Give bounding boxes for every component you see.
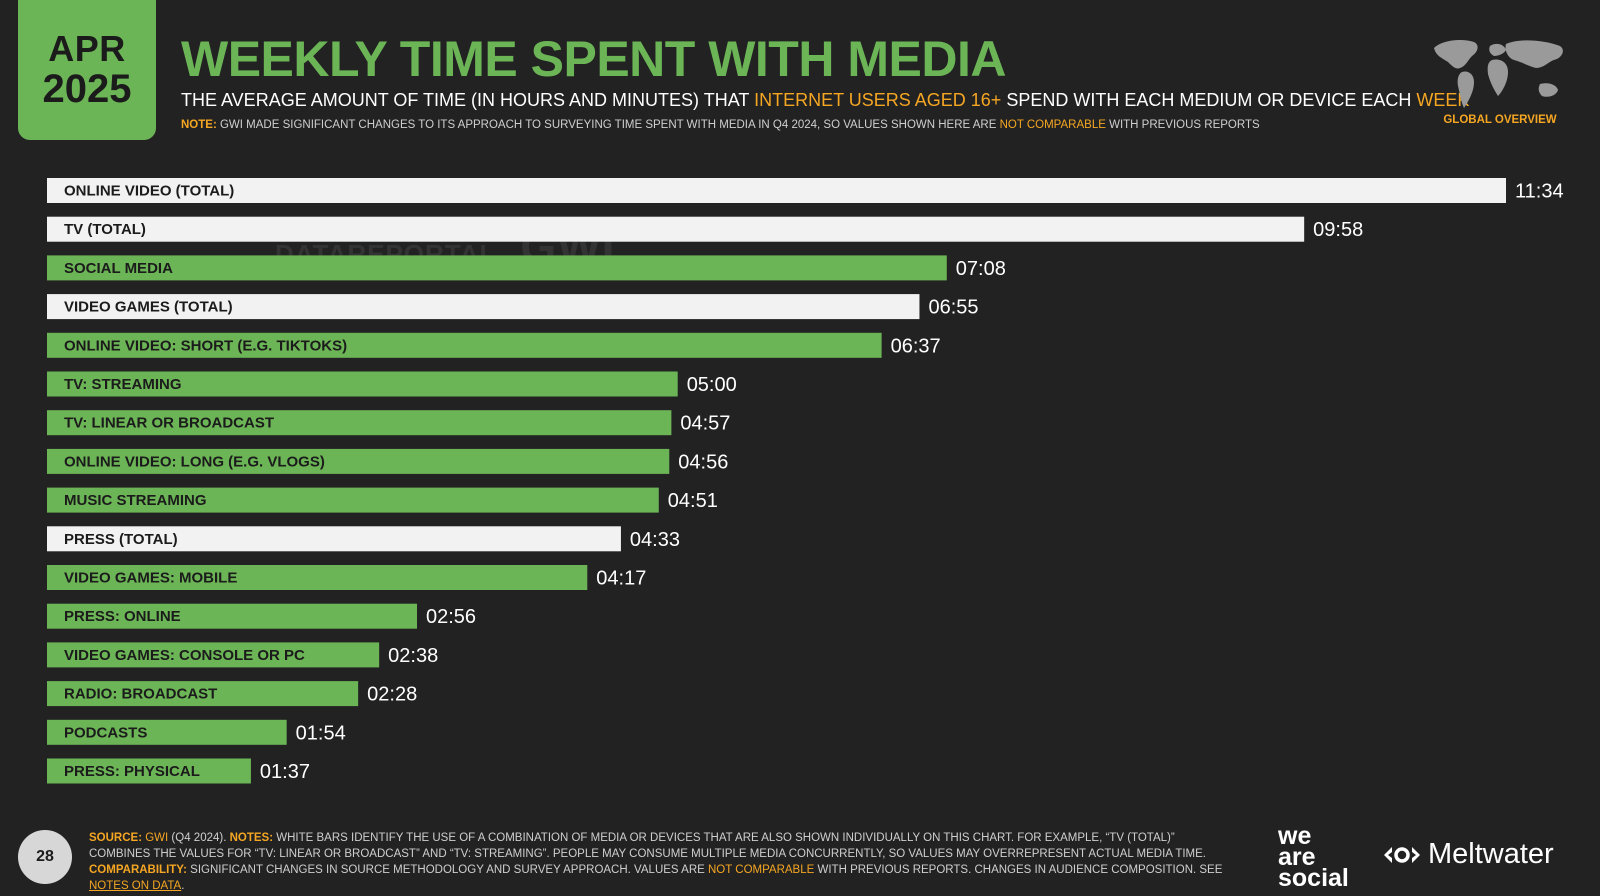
subtitle-mid: SPEND WITH EACH MEDIUM OR DEVICE EACH — [1001, 90, 1417, 110]
bar-value-label: 02:56 — [426, 606, 476, 628]
comparability-highlight: NOT COMPARABLE — [708, 864, 815, 876]
date-month: APR — [48, 28, 126, 69]
bar-value-label: 04:56 — [678, 451, 728, 473]
source-rest: (Q4 2024). — [168, 832, 230, 844]
note-pre: GWI MADE SIGNIFICANT CHANGES TO ITS APPR… — [216, 119, 1000, 131]
bar-category-label: MUSIC STREAMING — [64, 492, 207, 509]
bar-category-label: TV: STREAMING — [64, 376, 182, 393]
page-subtitle: THE AVERAGE AMOUNT OF TIME (IN HOURS AND… — [181, 90, 1469, 111]
bar-category-label: ONLINE VIDEO: SHORT (E.G. TIKTOKS) — [64, 337, 347, 354]
notes-label: NOTES: — [229, 832, 274, 844]
date-year: 2025 — [42, 67, 132, 111]
bar-value-label: 01:37 — [260, 761, 310, 783]
bar-value-label: 04:17 — [596, 568, 646, 590]
bar-value-label: 04:33 — [630, 529, 680, 551]
comparability-label: COMPARABILITY: — [89, 864, 187, 876]
bar — [47, 332, 882, 358]
bar-category-label: TV: LINEAR OR BROADCAST — [64, 415, 274, 432]
bar-category-label: VIDEO GAMES: CONSOLE OR PC — [64, 647, 305, 664]
bar-category-label: VIDEO GAMES: MOBILE — [64, 570, 237, 587]
bar-value-label: 11:34 — [1515, 181, 1564, 203]
bar-value-label: 06:55 — [928, 297, 978, 319]
bar-value-label: 04:51 — [668, 490, 718, 512]
bar-value-label: 06:37 — [891, 335, 941, 357]
bar-value-label: 07:08 — [956, 258, 1006, 280]
bar — [47, 719, 287, 745]
subtitle-pre: THE AVERAGE AMOUNT OF TIME (IN HOURS AND… — [181, 90, 755, 110]
bar — [47, 216, 1305, 242]
bar — [47, 681, 359, 707]
bar-value-label: 09:58 — [1313, 219, 1363, 241]
bar — [47, 294, 920, 320]
date-badge: APR 2025 — [18, 0, 156, 140]
footer-notes: SOURCE: GWI (Q4 2024). NOTES: WHITE BARS… — [89, 830, 1239, 894]
bar-value-label: 02:28 — [367, 684, 417, 706]
source-gwi: GWI — [145, 832, 169, 844]
page-title: WEEKLY TIME SPENT WITH MEDIA — [181, 31, 1006, 87]
logo-line-we: we — [1278, 822, 1312, 850]
we-are-social-logo: we are social — [1278, 822, 1349, 892]
bar-category-label: SOCIAL MEDIA — [64, 260, 173, 277]
bar — [47, 448, 670, 474]
notes-text: WHITE BARS IDENTIFY THE USE OF A COMBINA… — [89, 832, 1206, 860]
bar-category-label: PRESS: PHYSICAL — [64, 763, 200, 780]
bar — [47, 758, 251, 784]
notes-on-data-link[interactable]: NOTES ON DATA — [89, 880, 182, 892]
bar-category-label: RADIO: BROADCAST — [64, 686, 217, 703]
logo-line-social: social — [1278, 864, 1349, 892]
bar — [47, 526, 621, 552]
bar — [47, 642, 380, 668]
media-time-bar-chart: ONLINE VIDEO (TOTAL) 11:34 TV (TOTAL) 09:58… — [47, 178, 1564, 784]
page-number: 28 — [18, 830, 72, 884]
logo-line-are: are — [1278, 843, 1316, 871]
bar — [47, 565, 588, 590]
bar-category-label: ONLINE VIDEO (TOTAL) — [64, 183, 234, 200]
bar — [47, 487, 659, 513]
header-note: NOTE: GWI MADE SIGNIFICANT CHANGES TO IT… — [181, 119, 1260, 131]
bar-value-label: 01:54 — [296, 722, 346, 744]
comparability-post: WITH PREVIOUS REPORTS. CHANGES IN AUDIEN… — [814, 864, 1223, 876]
bar — [47, 410, 672, 436]
note-highlight: NOT COMPARABLE — [999, 119, 1106, 131]
bar-value-label: 04:57 — [680, 413, 730, 435]
subtitle-highlight-audience: INTERNET USERS AGED 16+ — [754, 90, 1002, 110]
bar-category-label: PODCASTS — [64, 724, 147, 741]
global-overview-label: GLOBAL OVERVIEW — [1443, 114, 1557, 126]
bar — [47, 178, 1506, 203]
subtitle-highlight-week: WEEK — [1416, 90, 1470, 110]
bar-category-label: PRESS (TOTAL) — [64, 531, 178, 548]
note-post: WITH PREVIOUS REPORTS — [1105, 119, 1260, 131]
bar — [47, 603, 418, 629]
bar-value-label: 02:38 — [388, 645, 438, 667]
meltwater-mark-icon — [1384, 846, 1420, 863]
meltwater-logo: Meltwater — [1382, 838, 1554, 871]
note-label: NOTE: — [181, 119, 217, 131]
bar — [47, 371, 678, 397]
footer-end: . — [181, 880, 185, 892]
bar-category-label: VIDEO GAMES (TOTAL) — [64, 299, 233, 316]
meltwater-wordmark: Meltwater — [1428, 838, 1554, 870]
world-map-icon — [1434, 40, 1563, 108]
bar — [47, 255, 947, 281]
bar-category-label: PRESS: ONLINE — [64, 608, 181, 625]
source-label: SOURCE: — [89, 832, 143, 844]
bar-category-label: ONLINE VIDEO: LONG (E.G. VLOGS) — [64, 453, 325, 470]
comparability-text: SIGNIFICANT CHANGES IN SOURCE METHODOLOG… — [186, 864, 708, 876]
bar-value-label: 05:00 — [687, 374, 737, 396]
bar-category-label: TV (TOTAL) — [64, 221, 146, 238]
